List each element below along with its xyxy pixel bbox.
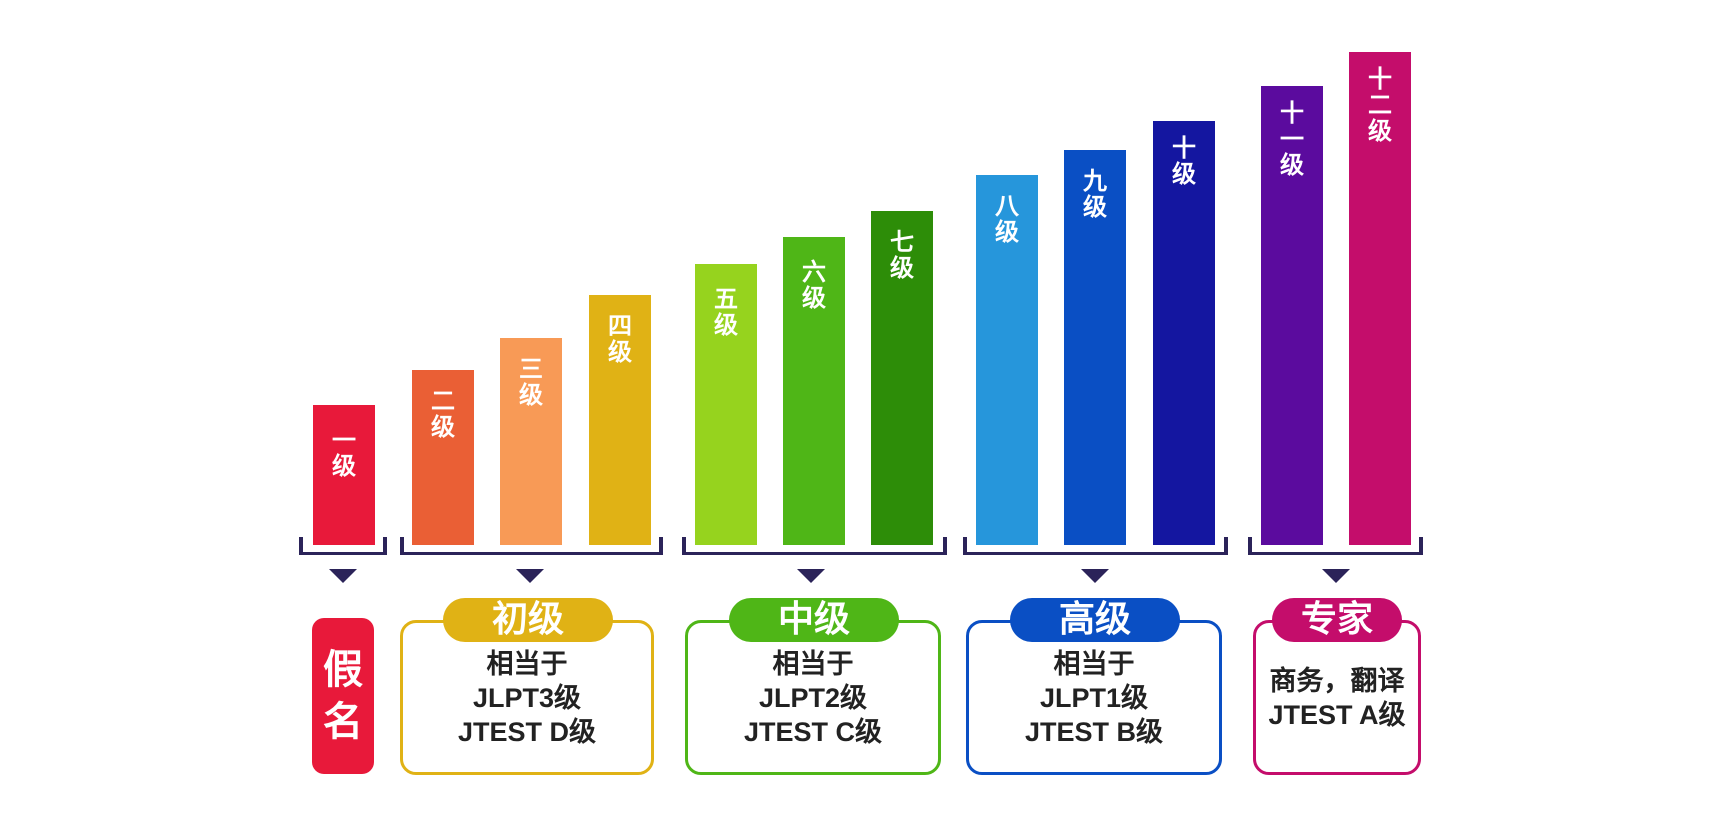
bar-level-8-char-1: 八: [995, 192, 1019, 220]
kana-char-1: 假: [323, 647, 363, 693]
bar-level-12-char-2: 二: [1368, 91, 1392, 119]
bar-level-6-char-1: 六: [802, 258, 826, 286]
bar-level-5-char-2: 级: [714, 311, 738, 339]
bar-level-1: 一级: [313, 405, 375, 545]
expert-line-1: 商务，翻译: [1269, 665, 1405, 696]
beginner-line-3: JTEST D级: [457, 716, 597, 747]
bar-level-11-char-3: 级: [1280, 151, 1304, 179]
advanced-line-1: 相当于: [1053, 648, 1135, 679]
bar-level-3: 三级: [500, 338, 562, 545]
arrow-down-icon: [329, 569, 357, 583]
expert-line-2: JTEST A级: [1268, 699, 1406, 730]
expert-group-box: 商务，翻译 JTEST A级: [1253, 620, 1421, 775]
advanced-line-3: JTEST B级: [1024, 716, 1164, 747]
bar-level-6: 六级: [783, 237, 845, 545]
bracket-intermediate: [682, 537, 947, 555]
advanced-title-pill: 高级: [1010, 598, 1180, 642]
bracket-beginner: [400, 537, 663, 555]
bar-level-12: 十二级: [1349, 52, 1411, 545]
beginner-line-2: JLPT3级: [472, 682, 582, 713]
bar-level-12-char-3: 级: [1368, 117, 1392, 145]
bar-level-12-char-1: 十: [1368, 65, 1392, 93]
kana-char-2: 名: [323, 699, 363, 745]
arrow-down-icon: [516, 569, 544, 583]
intermediate-group-box: 相当于 JLPT2级 JTEST C级: [685, 620, 941, 775]
bar-level-7-char-2: 级: [890, 254, 914, 282]
bar-level-5-char-1: 五: [714, 285, 738, 313]
bar-level-4-char-2: 级: [608, 338, 632, 366]
bracket-expert: [1248, 537, 1423, 555]
bar-level-11-char-2: 一: [1280, 125, 1304, 153]
beginner-group-box: 相当于 JLPT3级 JTEST D级: [400, 620, 654, 775]
intermediate-title-pill: 中级: [729, 598, 899, 642]
bar-level-8: 八级: [976, 175, 1038, 545]
arrow-down-icon: [797, 569, 825, 583]
bar-level-8-char-2: 级: [995, 218, 1019, 246]
bar-level-9-char-2: 级: [1083, 193, 1107, 221]
advanced-line-2: JLPT1级: [1039, 682, 1149, 713]
expert-title-pill: 专家: [1272, 598, 1402, 642]
bar-level-7: 七级: [871, 211, 933, 545]
bar-level-4: 四级: [589, 295, 651, 545]
bar-level-3-char-2: 级: [519, 381, 543, 409]
bar-level-1-char-2: 级: [332, 452, 356, 480]
bar-level-3-char-1: 三: [519, 355, 543, 383]
intermediate-line-1: 相当于: [772, 648, 854, 679]
bar-level-10-char-1: 十: [1172, 134, 1196, 162]
bar-level-10: 十级: [1153, 121, 1215, 545]
bar-level-9-char-1: 九: [1083, 167, 1107, 195]
bracket-advanced: [963, 537, 1228, 555]
beginner-line-1: 相当于: [486, 648, 568, 679]
bar-level-10-char-2: 级: [1172, 160, 1196, 188]
bar-level-2-char-1: 二: [431, 387, 455, 415]
bar-level-11-char-1: 十: [1280, 99, 1304, 127]
bar-level-2: 二级: [412, 370, 474, 545]
bar-level-6-char-2: 级: [802, 284, 826, 312]
kana-group-box: 假 名: [312, 618, 374, 774]
bar-level-1-char-1: 一: [332, 426, 356, 454]
bar-level-5: 五级: [695, 264, 757, 545]
arrow-down-icon: [1322, 569, 1350, 583]
bar-level-2-char-2: 级: [431, 413, 455, 441]
bar-level-4-char-1: 四: [608, 312, 632, 340]
arrow-down-icon: [1081, 569, 1109, 583]
bar-level-9: 九级: [1064, 150, 1126, 545]
bar-level-7-char-1: 七: [890, 228, 914, 256]
intermediate-line-2: JLPT2级: [758, 682, 868, 713]
bracket-kana: [299, 537, 387, 555]
beginner-title-pill: 初级: [443, 598, 613, 642]
advanced-group-box: 相当于 JLPT1级 JTEST B级: [966, 620, 1222, 775]
intermediate-line-3: JTEST C级: [743, 716, 883, 747]
bar-level-11: 十一级: [1261, 86, 1323, 545]
